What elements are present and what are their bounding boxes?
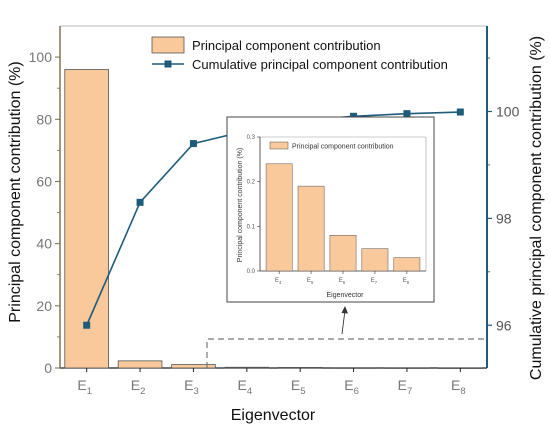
inset-legend-swatch — [269, 141, 289, 150]
inset-x-tick-label-E7: E7 — [371, 278, 378, 285]
x-axis-title: Eigenvector — [231, 407, 316, 424]
x-tick-label-E5: E5 — [291, 377, 306, 397]
inset-x-tick-label-E4: E4 — [275, 278, 282, 285]
inset-legend-label: Principal component contribution — [292, 144, 394, 151]
zoom-dashed-box — [206, 338, 487, 368]
point-E7 — [403, 110, 411, 118]
point-E6 — [350, 112, 358, 120]
x-tick-label-E3: E3 — [184, 377, 199, 397]
left-tick-label-0: 0 — [44, 360, 52, 376]
legend-line-label: Cumulative principal component contribut… — [192, 57, 448, 72]
right-y-axis-title: Cumulative principal component contribut… — [528, 36, 545, 380]
inset-y-tick-label: 0.1 — [247, 224, 256, 230]
bar-series — [64, 69, 483, 369]
x-tick-label-E8: E8 — [451, 377, 466, 397]
inset-bar-E7 — [361, 248, 389, 272]
left-tick-label-60: 60 — [36, 173, 52, 189]
inset-y-axis-title: Principal component contribution (%) — [237, 148, 244, 262]
inset-y-tick-label: 0.3 — [247, 135, 256, 141]
zoom-indicator — [206, 306, 487, 368]
right-y-axis: 96 98 100 — [487, 57, 520, 333]
legend-line-marker — [164, 60, 172, 68]
right-tick-label-98: 98 — [496, 210, 512, 226]
inset-x-tick-label-E5: E5 — [307, 278, 314, 285]
left-tick-label-80: 80 — [36, 111, 52, 127]
x-tick-label-E4: E4 — [237, 377, 252, 397]
inset-y-tick-label: 0.0 — [247, 269, 256, 275]
inset-x-axis-title: Eigenvector — [327, 292, 365, 299]
bar-E5 — [277, 367, 323, 369]
bar-E3 — [171, 364, 216, 369]
legend-bar-swatch — [151, 36, 185, 54]
bar-E2 — [117, 360, 163, 369]
inset-bar-E5 — [297, 185, 325, 272]
x-tick-label-E6: E6 — [344, 377, 359, 397]
right-tick-label-100: 100 — [496, 104, 520, 120]
bar-E1 — [64, 69, 109, 369]
inset-bar-E8 — [393, 257, 421, 272]
x-axis: E1 E2 E3 E4 E5 E6 E7 E8 — [77, 368, 466, 397]
zoom-arrow-head — [341, 306, 348, 314]
inset-bar-E4 — [265, 163, 293, 272]
x-tick-label-E7: E7 — [398, 377, 413, 397]
point-E3 — [189, 140, 197, 148]
inset-y-axis: 0.0 0.1 0.2 0.3 — [247, 135, 260, 275]
bar-E4 — [224, 366, 270, 369]
inset-bar-series — [265, 163, 421, 272]
inset-bar-E6 — [329, 235, 357, 272]
left-tick-label-20: 20 — [36, 298, 52, 314]
inset-x-axis: E4 E5 E6 E7 E8 — [275, 271, 410, 285]
left-y-axis-title: Principal component contribution (%) — [7, 61, 24, 322]
left-y-axis: 0 20 40 60 80 100 — [29, 49, 60, 376]
point-E2 — [136, 198, 144, 206]
legend: Principal component contribution Cumulat… — [151, 36, 448, 72]
inset-x-tick-label-E8: E8 — [403, 278, 410, 285]
point-E8 — [456, 108, 464, 116]
right-tick-label-96: 96 — [496, 317, 512, 333]
x-tick-label-E2: E2 — [131, 377, 146, 397]
left-tick-label-40: 40 — [36, 236, 52, 252]
point-E1 — [83, 321, 91, 329]
inset-x-tick-label-E6: E6 — [339, 278, 346, 285]
legend-bar-label: Principal component contribution — [192, 38, 381, 53]
zoom-arrow-line — [341, 309, 346, 335]
x-tick-label-E1: E1 — [77, 377, 92, 397]
left-tick-label-100: 100 — [29, 49, 53, 65]
inset-y-tick-label: 0.2 — [247, 180, 256, 186]
inset-chart: 0.0 0.1 0.2 0.3 E4 E5 E6 E7 E8 Principal compon… — [226, 116, 435, 303]
